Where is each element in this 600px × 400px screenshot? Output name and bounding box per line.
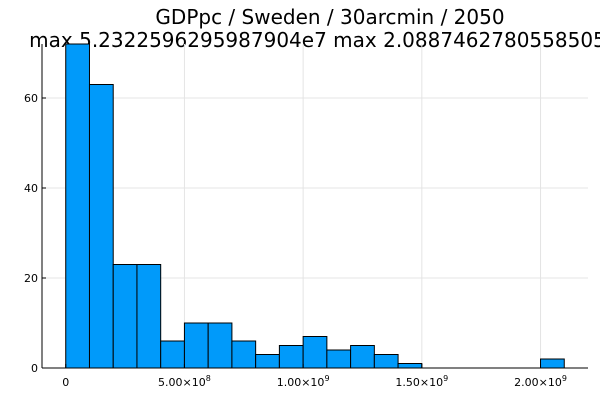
y-tick-label: 20 [24,272,38,285]
histogram-bar [255,354,280,369]
x-tick-labels: 0 5.00×108 1.00×109 1.50×109 2.00×109 [62,364,567,389]
histogram-bar [397,363,423,369]
x-tick-label: 2.00×109 [514,374,567,389]
histogram-bar [136,264,162,369]
x-tick-label: 5.00×108 [158,374,211,389]
chart-subtitle: max 5.2322596295987904e7 max 2.088746278… [29,28,600,52]
x-tick-label: 1.00×109 [277,374,330,389]
histogram-bar [160,340,185,369]
chart-title: GDPpc / Sweden / 30arcmin / 2050 [155,5,504,29]
histogram-bar [88,84,114,369]
histogram-bar [278,345,304,369]
y-tick-label: 40 [24,182,38,195]
histogram-bar [326,349,352,369]
histogram-bar [540,358,565,369]
y-tick-label: 0 [31,362,38,375]
histogram-bar [207,322,233,369]
bars [65,43,565,369]
histogram-bar [183,322,209,369]
y-tick-label: 60 [24,92,38,105]
histogram-bar [373,354,399,369]
histogram-bar [302,336,328,369]
x-tick-label: 0 [62,376,69,389]
histogram-bar [112,264,138,369]
x-tick-label: 1.50×109 [395,374,448,389]
histogram-bar [350,345,375,369]
histogram-bar [231,340,257,369]
histogram-bar [65,43,90,369]
y-tick-labels: 0 20 40 60 [24,92,46,375]
